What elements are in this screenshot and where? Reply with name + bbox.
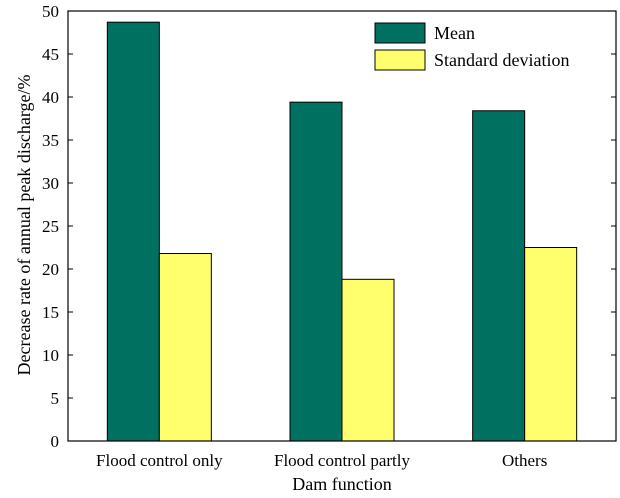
bar-mean-2 <box>289 101 343 442</box>
bar-mean-1 <box>106 21 160 442</box>
x-tick-label: Flood control only <box>96 451 223 470</box>
y-tick-label: 10 <box>42 346 59 365</box>
y-ticks-layer: 0 5 10 15 20 25 30 35 40 45 50 <box>42 2 616 451</box>
legend-swatch-mean <box>374 22 426 44</box>
x-axis-title: Dam function <box>292 474 391 494</box>
legend-label-standard-deviation: Standard deviation <box>434 50 569 70</box>
y-tick-label: 50 <box>42 2 59 21</box>
y-axis-title: Decrease rate of annual peak discharge/% <box>14 74 34 375</box>
x-tick-label: Others <box>502 451 547 470</box>
y-tick-label: 0 <box>51 432 60 451</box>
y-tick-label: 45 <box>42 45 59 64</box>
legend-label-mean: Mean <box>434 23 475 43</box>
y-tick-label: 15 <box>42 303 59 322</box>
legend: Mean Standard deviation <box>374 22 569 71</box>
bar-standard-deviation-1 <box>158 253 212 442</box>
x-tick-label: Flood control partly <box>274 451 410 470</box>
bar-standard-deviation-3 <box>524 247 578 442</box>
y-tick-label: 35 <box>42 131 59 150</box>
legend-swatch-standard-deviation <box>374 49 426 71</box>
x-ticks-layer: Flood control only Flood control partly Ot… <box>96 451 547 470</box>
y-tick-label: 5 <box>51 389 60 408</box>
bar-standard-deviation-2 <box>341 278 395 442</box>
y-tick-label: 20 <box>42 260 59 279</box>
bars-layer <box>106 21 578 442</box>
bar-mean-3 <box>472 110 526 442</box>
y-tick-label: 25 <box>42 217 59 236</box>
y-tick-label: 30 <box>42 174 59 193</box>
y-tick-label: 40 <box>42 88 59 107</box>
